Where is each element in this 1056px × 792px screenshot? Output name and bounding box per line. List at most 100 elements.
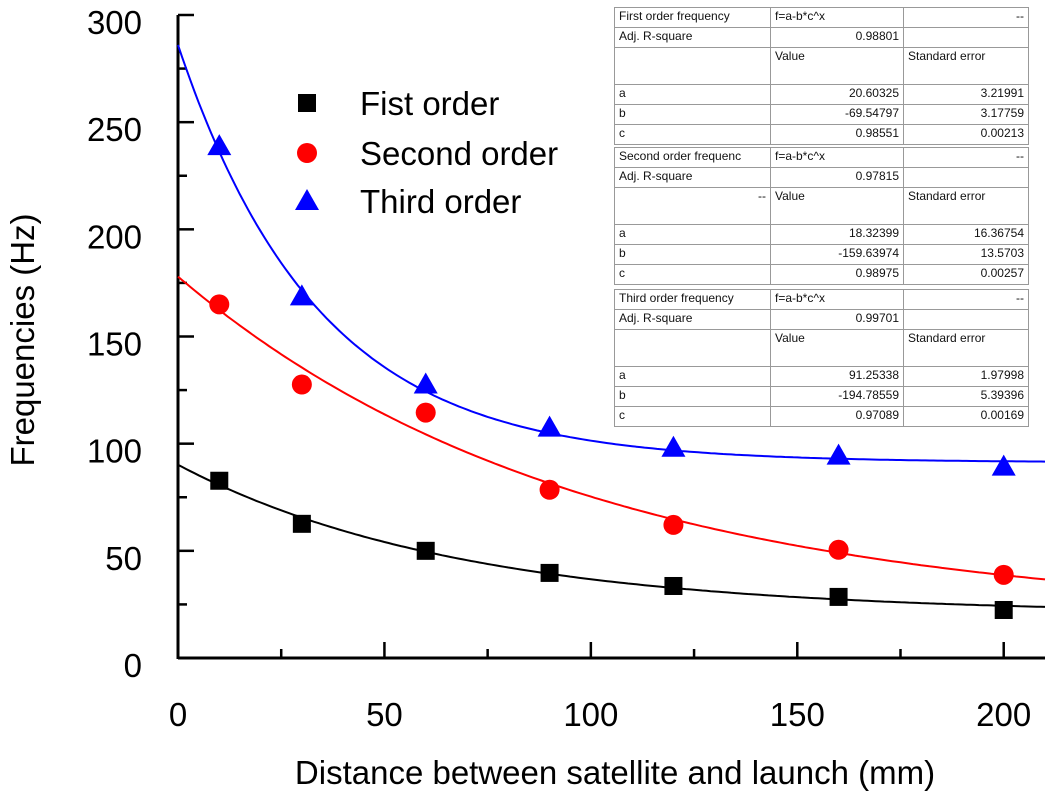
x-axis-title: Distance between satellite and launch (m… xyxy=(295,754,935,791)
table-cell: 0.98801 xyxy=(770,27,904,48)
table-cell: b xyxy=(614,104,771,125)
table-cell: a xyxy=(614,366,771,387)
table-cell: 18.32399 xyxy=(770,224,904,245)
table-cell: 91.25338 xyxy=(770,366,904,387)
table-cell: Adj. R-square xyxy=(614,167,771,188)
y-tick-label: 200 xyxy=(87,218,142,255)
table-cell: a xyxy=(614,224,771,245)
table-cell: First order frequency xyxy=(614,7,771,28)
table-cell: -- xyxy=(903,147,1029,168)
table-cell: Third order frequency xyxy=(614,289,771,310)
table-cell: Value xyxy=(770,187,904,225)
fit-parameter-table: Third order frequency f=a-b*c^x -- Adj. R-s… xyxy=(614,289,1029,427)
table-cell: 5.39396 xyxy=(903,386,1029,407)
data-point xyxy=(207,134,232,156)
legend-marker xyxy=(298,94,316,112)
y-axis-title: Frequencies (Hz) xyxy=(4,213,41,466)
table-cell: Standard error xyxy=(903,329,1029,367)
fit-curve xyxy=(177,44,1046,463)
data-point xyxy=(993,564,1014,585)
table-cell: Adj. R-square xyxy=(614,27,771,48)
table-cell xyxy=(903,167,1029,188)
data-point xyxy=(289,284,314,306)
data-point xyxy=(292,514,311,533)
x-tick-label: 50 xyxy=(366,696,403,733)
table-cell: 16.36754 xyxy=(903,224,1029,245)
table-cell: Standard error xyxy=(903,187,1029,225)
table-cell: Adj. R-square xyxy=(614,309,771,330)
y-tick-label: 100 xyxy=(87,433,142,470)
table-cell: -159.63974 xyxy=(770,244,904,265)
y-tick-label: 50 xyxy=(105,540,142,577)
data-point xyxy=(540,563,559,582)
legend-label: Second order xyxy=(360,135,558,172)
table-cell: a xyxy=(614,84,771,105)
y-tick-label: 300 xyxy=(87,4,142,41)
table-cell: -194.78559 xyxy=(770,386,904,407)
y-tick-label: 0 xyxy=(124,647,142,684)
table-cell: c xyxy=(614,406,771,427)
data-point xyxy=(828,539,849,560)
table-cell xyxy=(614,329,771,367)
legend-marker xyxy=(297,143,317,163)
table-cell: b xyxy=(614,244,771,265)
fit-curve xyxy=(177,275,1046,581)
data-point xyxy=(537,415,562,437)
table-cell: f=a-b*c^x xyxy=(770,7,904,28)
data-point xyxy=(209,294,230,315)
x-tick-label: 200 xyxy=(976,696,1031,733)
table-cell xyxy=(614,47,771,85)
table-cell: c xyxy=(614,264,771,285)
legend-label: Fist order xyxy=(360,85,499,122)
data-point xyxy=(994,600,1013,619)
x-tick-label: 0 xyxy=(169,696,187,733)
table-cell: 0.98551 xyxy=(770,124,904,145)
x-tick-label: 150 xyxy=(770,696,825,733)
table-cell: Value xyxy=(770,329,904,367)
data-point xyxy=(991,454,1016,476)
data-point xyxy=(210,471,229,490)
table-cell: f=a-b*c^x xyxy=(770,147,904,168)
table-cell: Standard error xyxy=(903,47,1029,85)
table-cell: -69.54797 xyxy=(770,104,904,125)
fit-parameter-table: First order frequency f=a-b*c^x -- Adj. R-s… xyxy=(614,7,1029,145)
table-cell xyxy=(903,309,1029,330)
table-cell: -- xyxy=(614,187,771,225)
table-cell: 3.17759 xyxy=(903,104,1029,125)
table-cell: 0.97089 xyxy=(770,406,904,427)
data-point xyxy=(291,374,312,395)
data-point xyxy=(415,402,436,423)
data-point xyxy=(829,587,848,606)
table-cell: 0.97815 xyxy=(770,167,904,188)
data-point xyxy=(826,443,851,465)
legend-marker xyxy=(295,189,319,210)
table-cell: c xyxy=(614,124,771,145)
table-cell xyxy=(903,27,1029,48)
table-cell: 0.99701 xyxy=(770,309,904,330)
table-cell: 13.5703 xyxy=(903,244,1029,265)
legend-label: Third order xyxy=(360,183,521,220)
table-cell: Value xyxy=(770,47,904,85)
table-cell: f=a-b*c^x xyxy=(770,289,904,310)
table-cell: Second order frequenc xyxy=(614,147,771,168)
data-point xyxy=(663,514,684,535)
data-point xyxy=(413,372,438,394)
table-cell: 3.21991 xyxy=(903,84,1029,105)
table-cell: 0.00169 xyxy=(903,406,1029,427)
table-cell: 1.97998 xyxy=(903,366,1029,387)
fit-curve xyxy=(177,463,1046,608)
data-point xyxy=(416,541,435,560)
fit-parameter-table: Second order frequenc f=a-b*c^x -- Adj. R-s… xyxy=(614,147,1029,285)
table-cell: 20.60325 xyxy=(770,84,904,105)
data-point xyxy=(664,576,683,595)
data-point xyxy=(661,435,686,457)
table-cell: 0.00213 xyxy=(903,124,1029,145)
table-cell: 0.00257 xyxy=(903,264,1029,285)
data-point xyxy=(539,479,560,500)
table-cell: -- xyxy=(903,289,1029,310)
table-cell: -- xyxy=(903,7,1029,28)
y-tick-label: 250 xyxy=(87,111,142,148)
x-tick-label: 100 xyxy=(563,696,618,733)
table-cell: 0.98975 xyxy=(770,264,904,285)
